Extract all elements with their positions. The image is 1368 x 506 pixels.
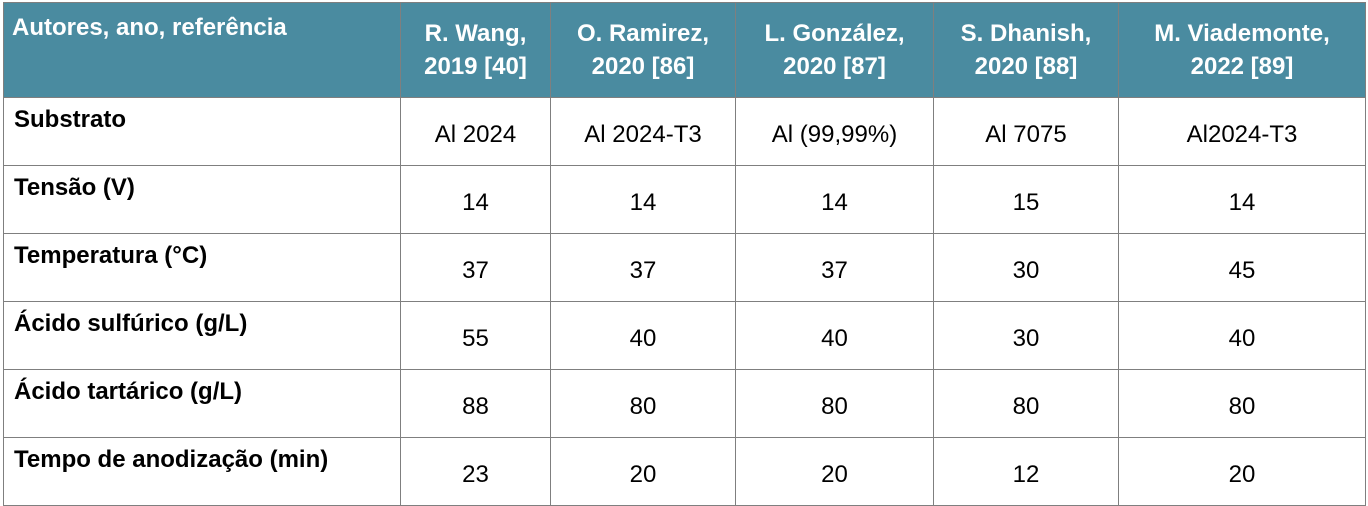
- table-cell: 20: [1118, 437, 1366, 506]
- row-label: Tempo de anodização (min): [3, 437, 401, 506]
- table-cell: 14: [1118, 165, 1366, 234]
- row-label: Tensão (V): [3, 165, 401, 234]
- author-name: L. González,: [764, 20, 905, 47]
- header-authors-year-ref: Autores, ano, referência: [3, 2, 401, 98]
- table-row-substrate: Substrato Al 2024 Al 2024-T3 Al (99,99%)…: [3, 97, 1366, 166]
- table-cell: Al 7075: [933, 97, 1119, 166]
- table-cell: 14: [735, 165, 934, 234]
- table-cell: 12: [933, 437, 1119, 506]
- table-cell: Al2024-T3: [1118, 97, 1366, 166]
- row-label: Ácido tartárico (g/L): [3, 369, 401, 438]
- table-row-sulfuric-acid: Ácido sulfúrico (g/L) 55 40 40 30 40: [3, 301, 1366, 370]
- table-cell: 88: [400, 369, 551, 438]
- table-cell: 45: [1118, 233, 1366, 302]
- row-label: Temperatura (°C): [3, 233, 401, 302]
- table-cell: 20: [550, 437, 736, 506]
- table-cell: 30: [933, 233, 1119, 302]
- header-row: Autores, ano, referência R. Wang, 2019 […: [3, 2, 1366, 98]
- author-name: R. Wang,: [424, 20, 527, 47]
- table-cell: 80: [550, 369, 736, 438]
- row-label: Ácido sulfúrico (g/L): [3, 301, 401, 370]
- header-author-wang: R. Wang, 2019 [40]: [400, 2, 551, 98]
- table-cell: 40: [735, 301, 934, 370]
- author-ref: 2020 [87]: [783, 53, 886, 80]
- table-cell: Al 2024-T3: [550, 97, 736, 166]
- table-cell: 37: [550, 233, 736, 302]
- table-cell: 37: [735, 233, 934, 302]
- author-name: M. Viademonte,: [1154, 20, 1330, 47]
- table-cell: 55: [400, 301, 551, 370]
- table-cell: 40: [1118, 301, 1366, 370]
- table-row-anodization-time: Tempo de anodização (min) 23 20 20 12 20: [3, 437, 1366, 506]
- header-author-ramirez: O. Ramirez, 2020 [86]: [550, 2, 736, 98]
- author-ref: 2020 [86]: [591, 53, 695, 80]
- table-cell: Al (99,99%): [735, 97, 934, 166]
- author-ref: 2022 [89]: [1190, 53, 1294, 80]
- table-row-temperature: Temperatura (°C) 37 37 37 30 45: [3, 233, 1366, 302]
- table-cell: 80: [1118, 369, 1366, 438]
- author-name: O. Ramirez,: [576, 20, 710, 47]
- header-author-viademonte: M. Viademonte, 2022 [89]: [1118, 2, 1366, 98]
- table-cell: 23: [400, 437, 551, 506]
- table-cell: 80: [933, 369, 1119, 438]
- table-cell: 14: [400, 165, 551, 234]
- table-row-tartaric-acid: Ácido tartárico (g/L) 88 80 80 80 80: [3, 369, 1366, 438]
- table-cell: 20: [735, 437, 934, 506]
- table-cell: 14: [550, 165, 736, 234]
- table-cell: 80: [735, 369, 934, 438]
- header-author-gonzalez: L. González, 2020 [87]: [735, 2, 934, 98]
- table-cell: 30: [933, 301, 1119, 370]
- header-author-dhanish: S. Dhanish, 2020 [88]: [933, 2, 1119, 98]
- table-cell: Al 2024: [400, 97, 551, 166]
- author-ref: 2019 [40]: [424, 53, 527, 80]
- table-cell: 40: [550, 301, 736, 370]
- table-row-voltage: Tensão (V) 14 14 14 15 14: [3, 165, 1366, 234]
- author-name: S. Dhanish,: [960, 20, 1092, 47]
- table-cell: 37: [400, 233, 551, 302]
- author-ref: 2020 [88]: [974, 53, 1078, 80]
- table-cell: 15: [933, 165, 1119, 234]
- row-label: Substrato: [3, 97, 401, 166]
- anodization-parameters-table: Autores, ano, referência R. Wang, 2019 […: [3, 2, 1366, 506]
